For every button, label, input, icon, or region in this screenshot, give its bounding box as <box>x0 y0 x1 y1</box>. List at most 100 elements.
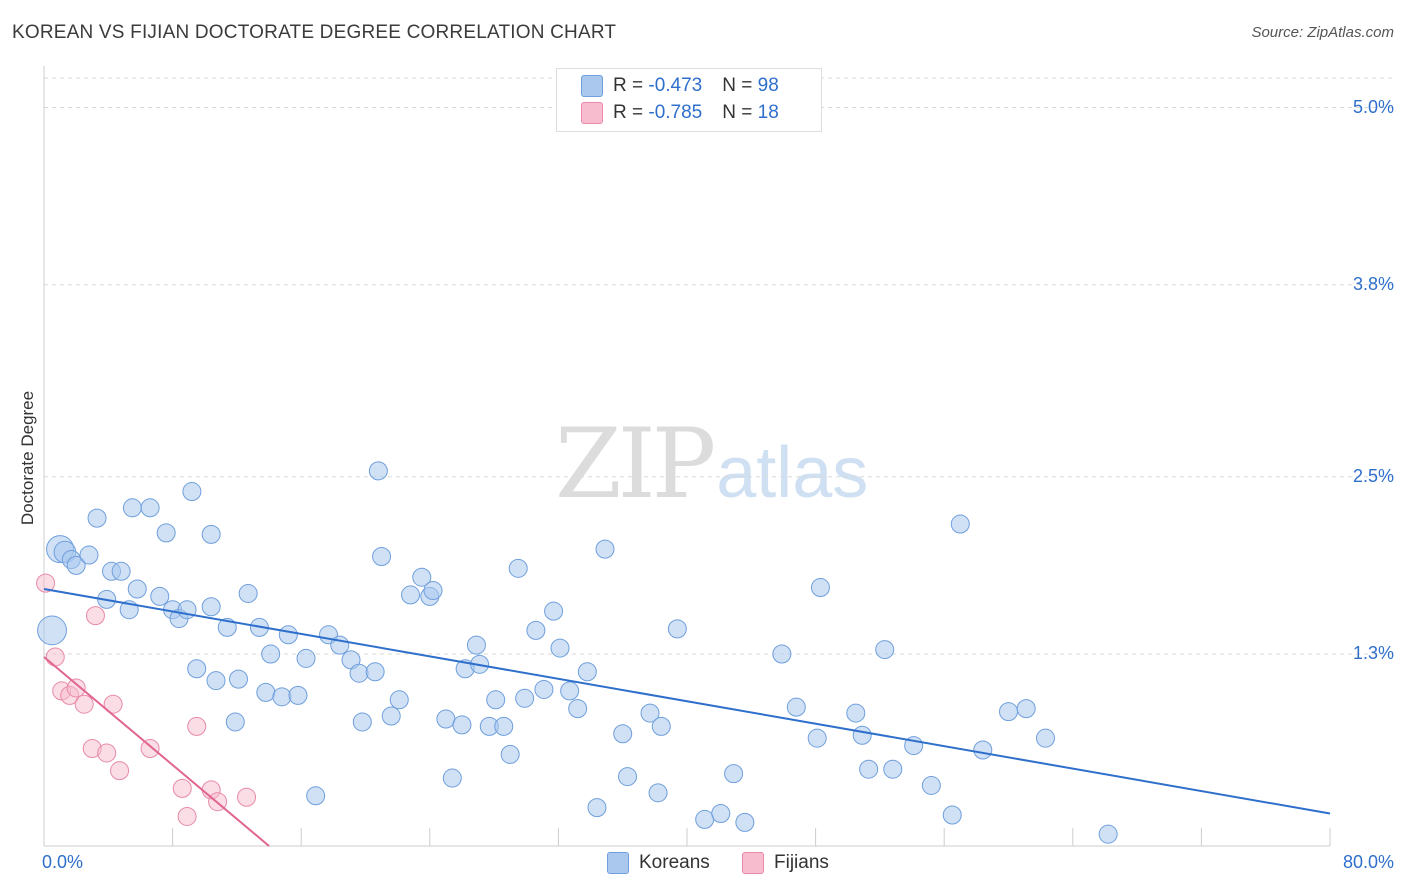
korean-point <box>846 703 866 723</box>
korean-point <box>526 620 546 640</box>
data-points <box>36 461 1118 844</box>
korean-point <box>735 812 755 832</box>
korean-point <box>182 482 202 502</box>
legend-r-value: -0.473 <box>648 75 703 97</box>
y-tick-label: 1.3% <box>1352 643 1394 663</box>
legend-n-label: N = <box>722 75 758 97</box>
fijian-point <box>97 743 117 763</box>
korean-point <box>306 786 326 806</box>
legend-row-koreans: R = -0.473 N = 98 <box>581 75 779 99</box>
korean-point <box>508 558 528 578</box>
fijian-trend-line <box>43 656 270 847</box>
chart-title: KOREAN VS FIJIAN DOCTORATE DEGREE CORREL… <box>12 22 617 43</box>
korean-point <box>486 690 506 710</box>
korean-point <box>1016 699 1036 719</box>
series-legend-fijians: Fijians <box>742 852 829 874</box>
korean-point <box>810 578 830 598</box>
fijian-point <box>110 761 130 781</box>
korean-point <box>568 699 588 719</box>
korean-point <box>1035 728 1055 748</box>
fijian-point <box>140 739 160 759</box>
korean-point <box>772 644 792 664</box>
korean-point <box>711 804 731 824</box>
korean-point <box>921 775 941 795</box>
x-tick-label-right: 80.0% <box>1342 852 1394 872</box>
korean-point <box>261 644 281 664</box>
watermark: ZIPatlas <box>555 408 868 520</box>
korean-point <box>217 617 237 637</box>
korean-point <box>648 783 668 803</box>
series-legend-swatch-koreans <box>607 852 629 874</box>
korean-point <box>389 690 409 710</box>
fijian-point <box>85 606 105 626</box>
korean-point <box>201 524 221 544</box>
korean-point <box>999 702 1018 722</box>
korean-point <box>577 662 597 682</box>
korean-point <box>724 764 744 784</box>
korean-point <box>127 579 147 599</box>
korean-point <box>494 716 514 736</box>
korean-point <box>534 679 554 699</box>
korean-point <box>618 767 638 787</box>
korean-point <box>436 709 456 729</box>
trend-lines <box>43 588 1331 847</box>
korean-point <box>695 809 715 829</box>
korean-point <box>201 597 221 617</box>
series-legend-label-koreans: Koreans <box>639 852 710 874</box>
fijian-point <box>36 573 56 593</box>
korean-point <box>368 461 388 481</box>
korean-point <box>272 687 292 707</box>
korean-point <box>187 659 207 679</box>
korean-point <box>452 715 472 735</box>
korean-point <box>550 638 570 658</box>
fijian-point <box>177 806 197 826</box>
legend-n-label: N = <box>722 102 758 124</box>
korean-point <box>206 671 226 691</box>
korean-point <box>973 740 993 760</box>
korean-point <box>423 580 443 600</box>
korean-point <box>466 635 486 655</box>
correlation-legend: R = -0.473 N = 98 R = -0.785 N = 18 <box>556 68 822 132</box>
korean-point <box>807 728 827 748</box>
korean-point <box>229 669 249 689</box>
korean-point <box>365 662 385 682</box>
grid-lines <box>44 77 1394 655</box>
korean-point <box>256 682 276 702</box>
korean-point <box>942 805 962 825</box>
y-tick-label: 3.8% <box>1352 273 1394 294</box>
korean-point <box>595 539 615 559</box>
legend-row-fijians: R = -0.785 N = 18 <box>581 102 779 126</box>
fijian-point <box>45 647 65 667</box>
korean-point <box>442 768 462 788</box>
korean-point <box>156 523 176 543</box>
korean-point <box>950 514 970 534</box>
korean-trend-line <box>43 588 1331 815</box>
series-legend-label-fijians: Fijians <box>774 852 829 874</box>
series-legend-koreans: Koreans <box>607 852 710 874</box>
korean-point <box>66 555 86 575</box>
x-tick-label-left: 0.0% <box>42 852 84 872</box>
fijian-point <box>74 694 94 714</box>
korean-point <box>37 615 67 646</box>
korean-point <box>278 625 298 645</box>
korean-point <box>875 640 895 660</box>
korean-point <box>500 744 520 764</box>
fijian-point <box>172 778 192 798</box>
legend-swatch-fijians <box>581 102 603 124</box>
korean-point <box>883 759 903 779</box>
korean-point <box>1098 824 1118 844</box>
source-label: Source: ZipAtlas.com <box>1251 24 1394 41</box>
korean-point <box>786 697 806 717</box>
series-legend-swatch-fijians <box>742 852 764 874</box>
korean-point <box>651 716 671 736</box>
korean-point <box>401 585 421 605</box>
y-tick-label: 5.0% <box>1352 96 1394 117</box>
legend-r-label: R = <box>613 75 649 97</box>
korean-point <box>412 567 432 587</box>
korean-point <box>372 547 392 567</box>
legend-swatch-koreans <box>581 75 603 97</box>
korean-point <box>238 583 258 603</box>
korean-point <box>140 498 160 518</box>
y-tick-label: 2.5% <box>1352 465 1394 486</box>
